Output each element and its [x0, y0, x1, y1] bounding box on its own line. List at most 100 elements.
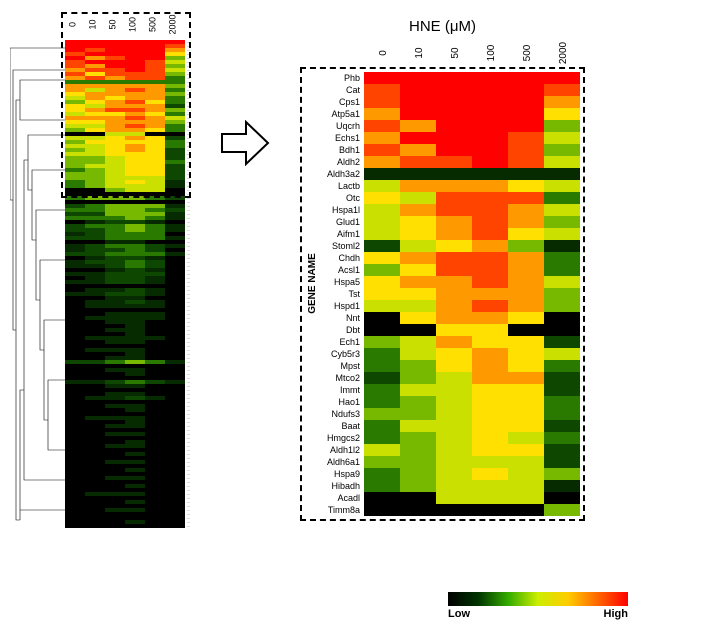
heatmap-cell [544, 384, 580, 396]
heatmap-cell [400, 360, 436, 372]
right-col-label: 100 [474, 35, 502, 71]
right-heatmap-panel: HNE (μM) 010501005002000 GENE NAME PhbCa… [300, 18, 585, 521]
legend-high: High [604, 608, 628, 620]
heatmap-cell [400, 108, 436, 120]
heatmap-cell [472, 336, 508, 348]
heatmap-cell [544, 372, 580, 384]
heatmap-cell [544, 324, 580, 336]
heatmap-cell [544, 468, 580, 480]
left-column-headers: 010501005002000 [65, 12, 185, 37]
heatmap-cell [544, 456, 580, 468]
heatmap-cell [364, 444, 400, 456]
heatmap-cell [400, 168, 436, 180]
heatmap-cell [472, 456, 508, 468]
heatmap-cell [400, 84, 436, 96]
heatmap-cell [436, 492, 472, 504]
heatmap-cell [400, 384, 436, 396]
right-col-label: 500 [510, 35, 538, 71]
heatmap-cell [436, 264, 472, 276]
heatmap-cell [364, 264, 400, 276]
heatmap-cell [364, 192, 400, 204]
heatmap-cell [364, 432, 400, 444]
heatmap-cell [400, 180, 436, 192]
heatmap-cell [544, 144, 580, 156]
heatmap-cell [472, 480, 508, 492]
heatmap-cell [472, 156, 508, 168]
heatmap-cell [508, 468, 544, 480]
heatmap-cell [364, 360, 400, 372]
left-heatmap-panel: 010501005002000 ————————————————————————… [10, 40, 190, 530]
heatmap-cell [400, 120, 436, 132]
left-col-label: 2000 [163, 15, 188, 35]
heatmap-cell [544, 444, 580, 456]
heatmap-cell [472, 300, 508, 312]
heatmap-cell [472, 348, 508, 360]
heatmap-cell [544, 300, 580, 312]
heatmap-cell [364, 216, 400, 228]
heatmap-cell [364, 384, 400, 396]
heatmap-cell [472, 180, 508, 192]
heatmap-cell [436, 252, 472, 264]
heatmap-cell [364, 504, 400, 516]
legend-low: Low [448, 608, 470, 620]
heatmap-cell [508, 252, 544, 264]
heatmap-cell [165, 524, 185, 528]
heatmap-cell [544, 132, 580, 144]
heatmap-cell [364, 84, 400, 96]
heatmap-cell [544, 432, 580, 444]
heatmap-cell [364, 300, 400, 312]
heatmap-cell [508, 360, 544, 372]
heatmap-cell [400, 96, 436, 108]
heatmap-cell [364, 108, 400, 120]
heatmap-cell [472, 420, 508, 432]
gene-label: Aldh2 [305, 156, 360, 168]
heatmap-cell [508, 228, 544, 240]
gene-label: Immt [305, 384, 360, 396]
heatmap-cell [472, 396, 508, 408]
heatmap-cell [472, 276, 508, 288]
heatmap-cell [544, 336, 580, 348]
heatmap-cell [508, 240, 544, 252]
heatmap-cell [436, 372, 472, 384]
gene-label: Hspa1l [305, 204, 360, 216]
heatmap-cell [508, 504, 544, 516]
heatmap-cell [544, 180, 580, 192]
heatmap-cell [544, 84, 580, 96]
heatmap-cell [400, 252, 436, 264]
heatmap-cell [364, 420, 400, 432]
gene-label: Uqcrh [305, 120, 360, 132]
heatmap-cell [436, 396, 472, 408]
heatmap-cell [436, 84, 472, 96]
gene-label: Cat [305, 84, 360, 96]
heatmap-cell [364, 456, 400, 468]
heatmap-cell [436, 228, 472, 240]
heatmap-cell [508, 456, 544, 468]
heatmap-cell [472, 96, 508, 108]
gene-label: Timm8a [305, 504, 360, 516]
heatmap-cell [400, 324, 436, 336]
gene-label: Ech1 [305, 336, 360, 348]
heatmap-cell [436, 276, 472, 288]
heatmap-cell [400, 312, 436, 324]
heatmap-cell [508, 120, 544, 132]
gene-label: Hibadh [305, 480, 360, 492]
heatmap-cell [508, 492, 544, 504]
heatmap-cell [436, 360, 472, 372]
heatmap-cell [472, 216, 508, 228]
gene-label: Hmgcs2 [305, 432, 360, 444]
heatmap-cell [472, 108, 508, 120]
heatmap-cell [472, 372, 508, 384]
heatmap-cell [364, 468, 400, 480]
heatmap-cell [436, 456, 472, 468]
gene-label: Cps1 [305, 96, 360, 108]
heatmap-cell [508, 204, 544, 216]
right-col-label: 0 [366, 35, 394, 71]
gene-label: Otc [305, 192, 360, 204]
heatmap-cell [105, 524, 125, 528]
heatmap-cell [364, 312, 400, 324]
heatmap-cell [508, 72, 544, 84]
heatmap-cell [544, 120, 580, 132]
heatmap-cell [436, 96, 472, 108]
heatmap-cell [544, 396, 580, 408]
heatmap-cell [364, 180, 400, 192]
